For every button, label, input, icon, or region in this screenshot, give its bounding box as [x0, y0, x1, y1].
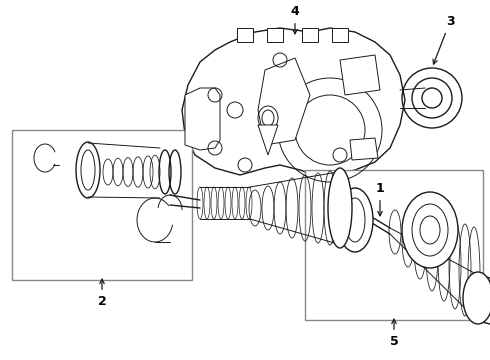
Ellipse shape: [337, 188, 373, 252]
Ellipse shape: [402, 192, 458, 268]
Bar: [12, 130, 192, 280]
Polygon shape: [340, 55, 380, 95]
Bar: [305, 170, 483, 320]
Polygon shape: [302, 28, 318, 42]
Polygon shape: [267, 28, 283, 42]
Polygon shape: [258, 58, 310, 145]
Ellipse shape: [76, 142, 100, 198]
Polygon shape: [185, 88, 220, 150]
Polygon shape: [332, 28, 348, 42]
Text: 3: 3: [433, 15, 454, 64]
Polygon shape: [350, 138, 378, 160]
Ellipse shape: [328, 168, 352, 248]
Text: 5: 5: [390, 319, 398, 348]
Text: 2: 2: [98, 279, 106, 308]
Text: 4: 4: [291, 5, 299, 34]
Text: 1: 1: [376, 182, 384, 216]
Polygon shape: [237, 28, 253, 42]
Polygon shape: [258, 125, 278, 155]
Ellipse shape: [463, 272, 490, 324]
Polygon shape: [182, 28, 405, 175]
